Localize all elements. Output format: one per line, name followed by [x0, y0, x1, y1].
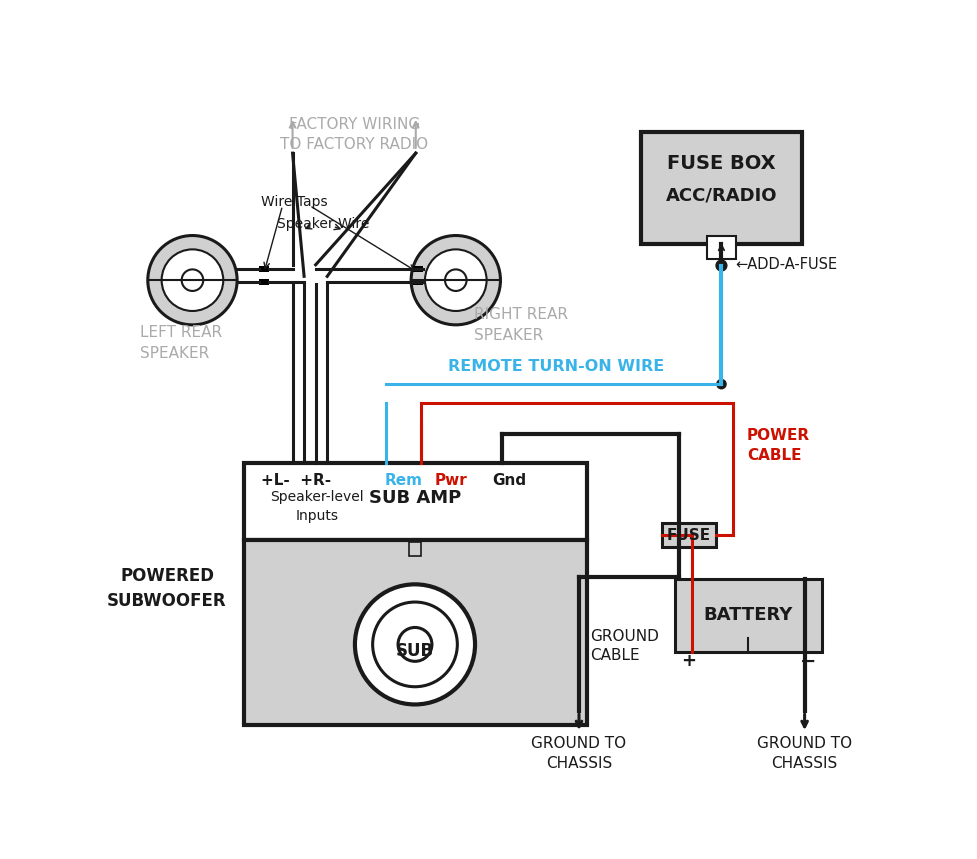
- Circle shape: [445, 270, 466, 291]
- Text: FUSE: FUSE: [666, 527, 710, 543]
- Text: FACTORY WIRING
TO FACTORY RADIO: FACTORY WIRING TO FACTORY RADIO: [279, 117, 428, 152]
- Bar: [412, 266, 423, 272]
- Bar: [244, 464, 586, 540]
- Circle shape: [355, 584, 475, 704]
- Circle shape: [425, 249, 487, 311]
- Bar: [258, 266, 270, 272]
- Text: GROUND TO
CHASSIS: GROUND TO CHASSIS: [756, 736, 851, 771]
- Circle shape: [398, 627, 432, 661]
- Text: GROUND TO
CHASSIS: GROUND TO CHASSIS: [531, 736, 626, 771]
- Text: REMOTE TURN-ON WIRE: REMOTE TURN-ON WIRE: [447, 359, 663, 374]
- Bar: [408, 542, 421, 556]
- Text: ←ADD-A-FUSE: ←ADD-A-FUSE: [735, 257, 836, 271]
- Text: Rem: Rem: [385, 472, 422, 488]
- Text: Gnd: Gnd: [491, 472, 526, 488]
- Text: Wire Taps: Wire Taps: [261, 196, 327, 210]
- Bar: [258, 278, 270, 285]
- Circle shape: [161, 249, 223, 311]
- Bar: [661, 523, 715, 547]
- Text: BATTERY: BATTERY: [703, 606, 792, 624]
- Circle shape: [410, 235, 500, 325]
- Text: POWER
CABLE: POWER CABLE: [746, 429, 809, 463]
- Circle shape: [715, 260, 726, 271]
- Circle shape: [716, 380, 725, 389]
- Bar: [674, 579, 821, 652]
- Text: Speaker Wire: Speaker Wire: [276, 217, 369, 231]
- Text: ACC/RADIO: ACC/RADIO: [665, 186, 777, 204]
- Text: LEFT REAR
SPEAKER: LEFT REAR SPEAKER: [140, 325, 222, 361]
- Bar: [244, 540, 586, 725]
- Text: RIGHT REAR
SPEAKER: RIGHT REAR SPEAKER: [474, 308, 568, 343]
- Text: SUB: SUB: [396, 642, 434, 660]
- Circle shape: [372, 602, 457, 686]
- Text: POWERED
SUBWOOFER: POWERED SUBWOOFER: [107, 567, 227, 610]
- Text: Pwr: Pwr: [435, 472, 467, 488]
- Circle shape: [148, 235, 236, 325]
- Text: SUB AMP: SUB AMP: [368, 489, 460, 507]
- Text: +: +: [681, 652, 696, 670]
- Bar: [412, 278, 423, 285]
- Text: FUSE BOX: FUSE BOX: [666, 154, 775, 173]
- Text: +L-  +R-: +L- +R-: [261, 472, 331, 488]
- Text: −: −: [798, 652, 815, 671]
- Bar: [706, 236, 736, 259]
- Text: GROUND
CABLE: GROUND CABLE: [590, 629, 658, 663]
- Bar: [640, 132, 801, 244]
- Text: Speaker-level
Inputs: Speaker-level Inputs: [270, 490, 363, 523]
- Circle shape: [182, 270, 203, 291]
